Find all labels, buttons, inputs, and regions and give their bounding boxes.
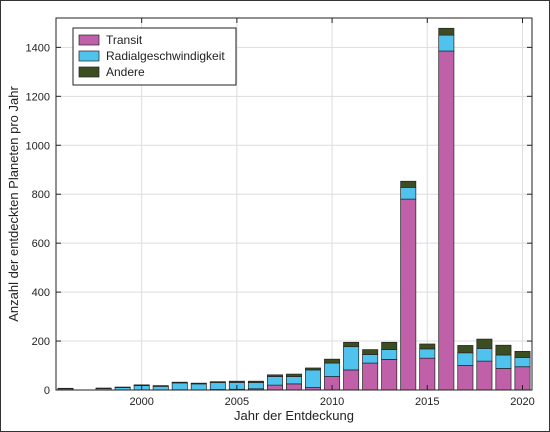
bar-radialgeschwindigkeit-2020 <box>514 357 531 368</box>
axis-ticks: 0 200 400 600 800 1000 1200 1400 2000 2005 2010 201… <box>26 18 535 408</box>
bar-radialgeschwindigkeit-2016 <box>438 34 455 52</box>
y-tick-label: 0 <box>44 385 50 397</box>
bar-andere-2009 <box>305 367 322 371</box>
legend-label: Radialgeschwindigkeit <box>106 49 225 63</box>
bar-andere-2013 <box>381 341 398 350</box>
bar-andere-2019 <box>495 344 512 356</box>
x-axis-title: Jahr der Entdeckung <box>234 408 354 423</box>
x-tick-label: 2015 <box>415 396 439 408</box>
y-tick-label: 1000 <box>26 140 50 152</box>
bar-transit-2016 <box>438 50 455 391</box>
bar-radialgeschwindigkeit-2019 <box>495 354 512 369</box>
bar-radialgeschwindigkeit-2014 <box>400 187 417 200</box>
bar-transit-2014 <box>400 198 417 391</box>
bar-transit-2013 <box>381 359 398 391</box>
y-tick-label: 600 <box>32 238 50 250</box>
plot-border <box>55 17 533 391</box>
bar-andere-2018 <box>476 338 493 349</box>
x-tick-label: 2000 <box>129 396 153 408</box>
legend-swatch <box>78 66 100 78</box>
bar-transit-2012 <box>362 362 379 391</box>
bar-radialgeschwindigkeit-2002 <box>171 382 188 391</box>
x-tick-label: 2010 <box>320 396 344 408</box>
bar-radialgeschwindigkeit-2004 <box>209 382 226 390</box>
bar-andere-2016 <box>438 27 455 36</box>
bar-andere-2002 <box>171 381 188 384</box>
legend-label: Transit <box>106 33 143 47</box>
y-axis-title: Anzahl der entdeckten Planeten pro Jahr <box>6 86 21 322</box>
bar-andere-2011 <box>343 341 360 348</box>
legend: Transit Radialgeschwindigkeit Andere <box>72 27 237 86</box>
x-tick-label: 2005 <box>225 396 249 408</box>
bar-transit-2007 <box>266 384 283 391</box>
bars <box>57 27 531 391</box>
bar-andere-2006 <box>247 380 264 384</box>
legend-label: Andere <box>106 65 145 79</box>
bar-andere-2001 <box>152 385 169 387</box>
bar-andere-2015 <box>419 343 436 350</box>
bar-radialgeschwindigkeit-2007 <box>266 376 283 386</box>
bar-transit-2008 <box>286 383 302 391</box>
bar-radialgeschwindigkeit-2003 <box>190 383 207 391</box>
bar-radialgeschwindigkeit-2017 <box>457 352 474 366</box>
bar-radialgeschwindigkeit-2011 <box>343 346 360 371</box>
y-tick-label: 400 <box>32 287 50 299</box>
legend-swatch <box>78 34 100 46</box>
bar-radialgeschwindigkeit-2012 <box>362 354 379 364</box>
bar-radialgeschwindigkeit-2015 <box>419 348 436 359</box>
x-tick-label: 2020 <box>510 396 534 408</box>
bar-andere-2014 <box>400 180 417 188</box>
legend-swatch <box>78 50 100 62</box>
bar-radialgeschwindigkeit-2006 <box>247 382 264 390</box>
bar-radialgeschwindigkeit-2009 <box>305 369 322 388</box>
legend-box <box>72 27 237 86</box>
y-tick-label: 800 <box>32 189 50 201</box>
bar-andere-2005 <box>228 380 245 383</box>
bar-radialgeschwindigkeit-2008 <box>286 376 302 385</box>
bar-transit-2018 <box>476 360 493 391</box>
y-tick-label: 200 <box>32 336 50 348</box>
bar-andere-2007 <box>266 374 283 377</box>
bar-radialgeschwindigkeit-2013 <box>381 349 398 360</box>
bar-transit-2017 <box>457 365 474 391</box>
y-tick-label: 1400 <box>26 42 50 54</box>
bar-radialgeschwindigkeit-2001 <box>152 385 169 391</box>
bar-transit-2011 <box>343 369 360 391</box>
bar-andere-2020 <box>514 350 531 358</box>
bar-radialgeschwindigkeit-2018 <box>476 348 493 362</box>
bar-andere-2017 <box>457 345 474 354</box>
bar-radialgeschwindigkeit-2010 <box>324 362 341 377</box>
bar-andere-2010 <box>324 358 341 364</box>
bar-andere-2008 <box>286 373 302 377</box>
y-tick-label: 1200 <box>26 91 50 103</box>
bar-transit-2019 <box>495 368 512 391</box>
bar-andere-2004 <box>209 381 226 384</box>
bar-andere-2003 <box>190 382 207 385</box>
bar-andere-2012 <box>362 349 379 355</box>
